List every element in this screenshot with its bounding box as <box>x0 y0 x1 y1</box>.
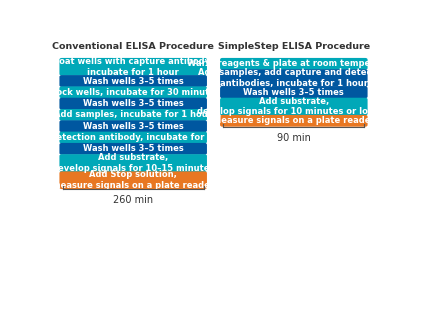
FancyBboxPatch shape <box>59 171 207 189</box>
FancyBboxPatch shape <box>59 58 207 76</box>
FancyBboxPatch shape <box>59 120 207 132</box>
Text: Add Stop solution,
measure signals on a plate reader: Add Stop solution, measure signals on a … <box>52 170 214 190</box>
Text: Wash wells 3–5 times: Wash wells 3–5 times <box>83 99 184 108</box>
FancyBboxPatch shape <box>59 143 207 155</box>
Text: 260 min: 260 min <box>113 195 153 205</box>
Text: Wash wells 3–5 times: Wash wells 3–5 times <box>83 122 184 131</box>
Text: Warm reagents & plate at room temperature: Warm reagents & plate at room temperatur… <box>187 59 401 68</box>
FancyBboxPatch shape <box>220 98 368 115</box>
FancyBboxPatch shape <box>59 109 207 121</box>
Text: Add detection antibody, incubate for 1 hour: Add detection antibody, incubate for 1 h… <box>29 133 238 142</box>
Text: Block wells, incubate for 30 minutes: Block wells, incubate for 30 minutes <box>47 88 220 97</box>
Text: Wash wells 3–5 times: Wash wells 3–5 times <box>83 144 184 153</box>
Text: Add substrate,
develop signals for 10–15 minutes: Add substrate, develop signals for 10–15… <box>52 153 214 173</box>
FancyBboxPatch shape <box>220 58 368 70</box>
FancyBboxPatch shape <box>59 154 207 172</box>
FancyBboxPatch shape <box>220 115 368 127</box>
Text: Measure signals on a plate reader: Measure signals on a plate reader <box>213 116 375 125</box>
Text: Add samples, add capture and detection
antibodies, incubate for 1 hour: Add samples, add capture and detection a… <box>198 68 390 88</box>
FancyBboxPatch shape <box>220 69 368 87</box>
FancyBboxPatch shape <box>220 86 368 98</box>
Text: Coat wells with capture antibody,
incubate for 1 hour: Coat wells with capture antibody, incuba… <box>53 57 213 77</box>
Text: Add samples, incubate for 1 hour: Add samples, incubate for 1 hour <box>54 110 212 119</box>
FancyBboxPatch shape <box>59 98 207 109</box>
Text: Wash wells 3–5 times: Wash wells 3–5 times <box>83 77 184 85</box>
Text: Add substrate,
develop signals for 10 minutes or longer: Add substrate, develop signals for 10 mi… <box>198 97 390 116</box>
FancyBboxPatch shape <box>59 75 207 87</box>
Text: SimpleStep ELISA Procedure: SimpleStep ELISA Procedure <box>218 42 370 51</box>
Text: Wash wells 3–5 times: Wash wells 3–5 times <box>244 88 344 97</box>
Text: 90 min: 90 min <box>277 133 311 143</box>
FancyBboxPatch shape <box>59 132 207 144</box>
FancyBboxPatch shape <box>59 86 207 98</box>
Text: Conventional ELISA Procedure: Conventional ELISA Procedure <box>52 42 214 51</box>
